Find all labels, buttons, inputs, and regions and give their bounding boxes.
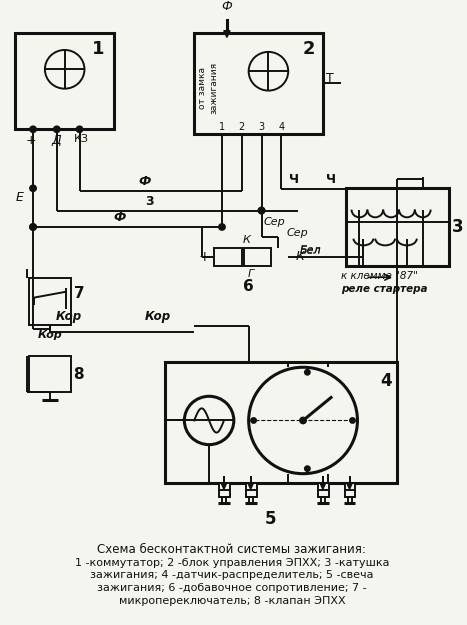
- Text: 1 -коммутатор; 2 -блок управления ЭПХХ; 3 -катушка: 1 -коммутатор; 2 -блок управления ЭПХХ; …: [75, 558, 389, 568]
- Text: 3: 3: [452, 218, 463, 236]
- Text: Бел: Бел: [300, 246, 322, 256]
- Bar: [318, 483, 329, 497]
- Text: реле стартера: реле стартера: [340, 284, 427, 294]
- Text: Ч: Ч: [289, 173, 299, 186]
- Text: +: +: [26, 134, 36, 147]
- Circle shape: [259, 208, 264, 214]
- Polygon shape: [224, 31, 230, 38]
- Text: Т: Т: [326, 72, 333, 86]
- Text: Д: Д: [52, 134, 62, 147]
- Bar: [15, 32, 114, 129]
- Text: зажигания; 4 -датчик-распределитель; 5 -свеча: зажигания; 4 -датчик-распределитель; 5 -…: [90, 571, 374, 581]
- Text: Г: Г: [248, 269, 254, 279]
- Text: Схема бесконтактной системы зажигания:: Схема бесконтактной системы зажигания:: [98, 543, 366, 556]
- Circle shape: [259, 208, 264, 214]
- Text: Ф: Ф: [221, 0, 232, 13]
- Text: Ф: Ф: [139, 175, 151, 188]
- Text: Сер: Сер: [286, 228, 308, 238]
- Bar: [346, 188, 449, 266]
- Text: К: К: [296, 251, 305, 264]
- Circle shape: [305, 466, 310, 471]
- Text: микропереключатель; 8 -клапан ЭПХХ: микропереключатель; 8 -клапан ЭПХХ: [119, 596, 345, 606]
- Text: Ч: Ч: [325, 173, 336, 186]
- Text: Кор: Кор: [145, 310, 171, 322]
- Circle shape: [219, 224, 225, 230]
- Bar: [194, 32, 323, 134]
- Text: 1: 1: [219, 122, 225, 132]
- Circle shape: [30, 186, 36, 191]
- Circle shape: [350, 418, 355, 423]
- Bar: [29, 356, 71, 392]
- Polygon shape: [248, 483, 253, 489]
- Text: Кор: Кор: [56, 310, 82, 322]
- Text: Кор: Кор: [37, 329, 62, 339]
- Text: Ф: Ф: [114, 211, 126, 224]
- Text: от замка
зажигания: от замка зажигания: [198, 62, 218, 114]
- Text: К: К: [243, 236, 251, 246]
- Circle shape: [30, 224, 36, 230]
- Text: к клемме "87": к клемме "87": [340, 271, 417, 281]
- Text: 3: 3: [145, 194, 154, 208]
- Circle shape: [251, 418, 256, 423]
- Text: 1: 1: [92, 40, 104, 58]
- Text: 5: 5: [264, 511, 276, 528]
- Text: 8: 8: [74, 366, 84, 381]
- Bar: [219, 483, 230, 497]
- Text: 3: 3: [258, 122, 265, 132]
- Bar: [214, 248, 242, 266]
- Bar: [29, 278, 71, 325]
- Bar: [164, 362, 397, 483]
- Text: Сер: Сер: [263, 217, 285, 227]
- Text: 6: 6: [243, 279, 254, 294]
- Bar: [345, 483, 355, 497]
- Circle shape: [30, 126, 36, 132]
- Text: Е: Е: [15, 191, 23, 204]
- Circle shape: [305, 370, 310, 375]
- Circle shape: [300, 418, 306, 423]
- Text: 2: 2: [239, 122, 245, 132]
- Text: 4: 4: [278, 122, 284, 132]
- Text: КЗ: КЗ: [74, 134, 89, 144]
- Polygon shape: [221, 483, 226, 489]
- Text: +: +: [198, 250, 210, 264]
- Text: Бел: Бел: [300, 245, 322, 255]
- Bar: [246, 483, 256, 497]
- Bar: [244, 248, 271, 266]
- Polygon shape: [347, 483, 352, 489]
- Text: 4: 4: [381, 372, 392, 390]
- Circle shape: [77, 126, 83, 132]
- Polygon shape: [320, 483, 325, 489]
- Circle shape: [54, 126, 60, 132]
- Text: зажигания; 6 -добавочное сопротивление; 7 -: зажигания; 6 -добавочное сопротивление; …: [97, 583, 367, 593]
- Text: 2: 2: [303, 40, 315, 58]
- Text: 7: 7: [74, 286, 84, 301]
- Circle shape: [30, 224, 36, 230]
